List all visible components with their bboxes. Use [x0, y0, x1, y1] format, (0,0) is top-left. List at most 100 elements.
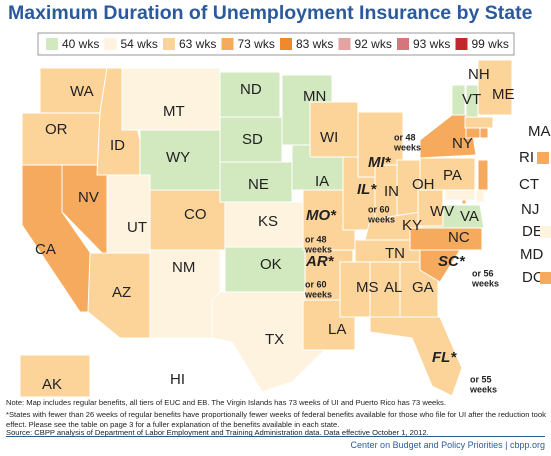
annotation: or 56 — [472, 268, 494, 278]
legend-label: 92 wks — [355, 37, 392, 51]
state-label: GA — [412, 279, 434, 296]
state — [465, 127, 481, 139]
state-label: AR* — [305, 253, 335, 270]
state-label: WY — [166, 149, 190, 166]
state-label: NE — [248, 176, 269, 193]
state — [479, 127, 489, 139]
legend-swatch — [397, 38, 409, 50]
annotation: weeks — [393, 142, 421, 152]
state-label: IN — [384, 183, 399, 200]
state-label: UT — [127, 219, 147, 236]
state-label: FL* — [432, 349, 457, 366]
state-label: IA — [315, 173, 329, 190]
state-label: SC* — [438, 253, 466, 270]
state-label: ND — [240, 81, 262, 98]
annotation: or 55 — [470, 374, 492, 384]
legend-box — [540, 226, 551, 238]
state-label: DE — [522, 223, 543, 240]
legend: 40 wks 54 wks 63 wks 73 wks 83 wks 92 wks 93 w… — [46, 37, 509, 51]
state-label: MI* — [368, 154, 392, 171]
state-label: OR — [45, 121, 68, 138]
state-label: OK — [260, 256, 282, 273]
state-label: ME — [492, 86, 515, 103]
state — [444, 189, 476, 201]
state — [121, 67, 221, 131]
state-label: KY — [402, 217, 422, 234]
state-label: MT — [163, 103, 185, 120]
state-label: NC — [448, 229, 470, 246]
state-label: IL* — [357, 181, 377, 198]
state-label: PA — [443, 167, 462, 184]
state-label: OH — [412, 176, 435, 193]
state-label: VT — [462, 91, 481, 108]
state — [475, 189, 485, 203]
legend-label: 54 wks — [121, 37, 158, 51]
state-label: MO* — [306, 207, 337, 224]
state-label: SD — [242, 131, 263, 148]
annotation: or 48 — [305, 234, 327, 244]
title: Maximum Duration of Unemployment Insuran… — [8, 2, 533, 24]
state-label: CT — [519, 176, 539, 193]
legend-label: 73 wks — [238, 37, 275, 51]
annotation: weeks — [367, 214, 395, 224]
state-label: MS — [356, 279, 379, 296]
state — [464, 116, 494, 129]
annotation: weeks — [304, 244, 332, 254]
state — [461, 199, 467, 205]
annotation: weeks — [471, 278, 499, 288]
state-label: MA — [528, 123, 551, 140]
state-label: MN — [303, 88, 326, 105]
legend-label: 99 wks — [472, 37, 509, 51]
state-label: NJ — [521, 201, 539, 218]
legend-box — [537, 152, 549, 164]
state-label: WI — [320, 129, 338, 146]
state-label: NY — [452, 135, 473, 152]
state-label: DC — [522, 269, 544, 286]
state-label: ID — [110, 137, 125, 154]
legend-swatch — [221, 38, 234, 50]
state — [477, 159, 489, 191]
state-label: WV — [430, 203, 454, 220]
state-label: AL — [384, 279, 402, 296]
legend-swatch — [280, 38, 292, 50]
state-label: HI — [170, 371, 185, 388]
legend-frame — [37, 32, 515, 56]
state — [369, 316, 463, 397]
rule — [6, 436, 545, 437]
note: Note: Map includes regular benefits, all… — [6, 398, 446, 407]
legend-swatch — [104, 38, 117, 50]
state — [87, 252, 151, 339]
state-label: WA — [70, 83, 94, 100]
state — [19, 354, 91, 398]
state-label: LA — [328, 321, 346, 338]
legend-label: 40 wks — [62, 37, 99, 51]
state-label: NM — [172, 259, 195, 276]
state-label: KS — [258, 213, 278, 230]
state-label: RI — [519, 149, 534, 166]
annotation: weeks — [304, 289, 332, 299]
state-label: AK — [42, 376, 62, 393]
note: *States with fewer than 26 weeks of regu… — [6, 410, 546, 429]
state-label: TX — [265, 331, 284, 348]
legend-swatch — [163, 38, 175, 50]
legend-label: 63 wks — [179, 37, 216, 51]
state-label: CO — [184, 206, 207, 223]
legend-swatch — [338, 38, 351, 50]
state-label: CA — [35, 241, 56, 258]
legend-label: 93 wks — [413, 37, 450, 51]
state-label: NV — [78, 189, 99, 206]
state — [106, 174, 151, 254]
legend-box — [540, 272, 551, 284]
state-label: NH — [468, 66, 490, 83]
state — [451, 84, 466, 116]
state-label: MD — [520, 246, 543, 263]
states — [19, 59, 513, 398]
footer: Center on Budget and Policy Priorities |… — [350, 440, 545, 450]
state-label: AZ — [112, 284, 131, 301]
legend-swatch — [455, 38, 468, 50]
annotation: or 48 — [394, 132, 416, 142]
annotation: or 60 — [368, 204, 390, 214]
annotation: weeks — [469, 384, 497, 394]
annotation: or 60 — [305, 279, 327, 289]
